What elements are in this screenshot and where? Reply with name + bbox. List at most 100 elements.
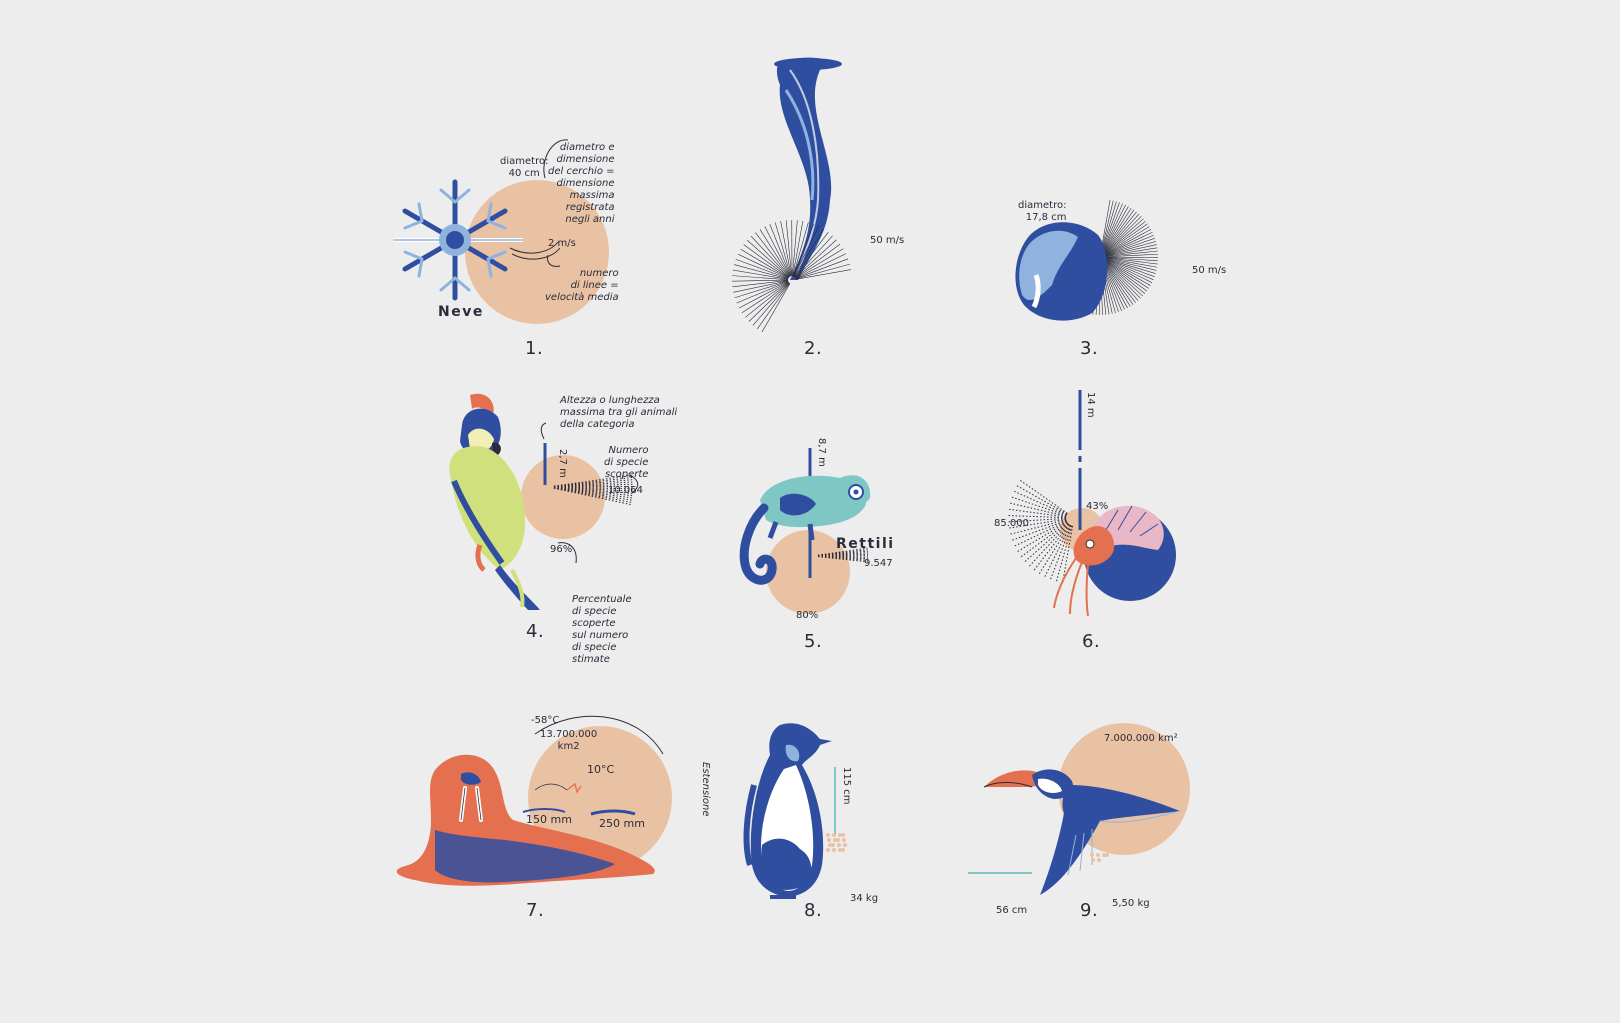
fan-line: [735, 258, 789, 279]
fan-line: [732, 280, 789, 288]
fan-line: [1104, 216, 1142, 254]
fan-line: [1103, 261, 1136, 303]
toucan-art: [968, 723, 1190, 895]
reptiles-species-lines: [817, 547, 869, 563]
fan-line: [1049, 525, 1072, 580]
weight-dot: [826, 848, 830, 852]
panel-toucan: 7.000.000 km² 56 cm 5,50 kg 9.: [968, 723, 1260, 1015]
fan-line: [736, 281, 789, 304]
fan-line: [1104, 226, 1150, 255]
polar-area-label: 13.700.000 km2: [540, 729, 598, 752]
snowflake-icon: [393, 179, 523, 301]
birds-species-label: 10.064: [608, 485, 643, 496]
fan-line: [741, 281, 789, 314]
fan-line: [1033, 524, 1070, 571]
fan-line: [1103, 209, 1135, 253]
fan-line: [794, 232, 829, 277]
penguin-height-label: 115 cm: [841, 767, 852, 805]
fan-line: [795, 253, 847, 279]
reptiles-title: Rettili: [836, 536, 895, 552]
polar-art: [396, 715, 672, 886]
fan-line: [1062, 525, 1074, 584]
fan-line: [1102, 203, 1123, 252]
fan-line: [734, 280, 789, 299]
birds-percent-label: 96%: [550, 544, 573, 555]
molluscs-art: [1008, 390, 1176, 617]
fan-line: [1105, 253, 1158, 258]
fan-line: [785, 220, 792, 277]
penguin-weight-dots: [826, 833, 847, 852]
fan-line: [1105, 244, 1157, 257]
fan-line: [817, 556, 868, 563]
polar-rain-min: 150 mm: [526, 813, 572, 826]
weight-dot: [837, 843, 841, 847]
molluscs-percent-label: 43%: [1086, 501, 1109, 512]
fan-line: [1104, 260, 1146, 294]
panel-molluscs: 14 m 43% 85.000 6.: [990, 390, 1270, 680]
fan-line: [1105, 257, 1158, 268]
weight-dot: [1091, 858, 1095, 862]
birds-height-label: 2,7 m: [557, 449, 568, 478]
weight-dot: [843, 843, 847, 847]
fan-line: [553, 474, 634, 487]
hail-speed-label: 50 m/s: [1192, 265, 1227, 276]
weight-dot: [836, 838, 840, 842]
fan-line: [1102, 206, 1129, 252]
tornado-speed-label: 50 m/s: [870, 235, 905, 246]
hail-diameter-label: diametro: 17,8 cm: [1018, 200, 1067, 223]
panel-number-6: 6.: [1082, 631, 1101, 652]
chameleon-icon: [739, 475, 871, 585]
weight-dot: [832, 848, 836, 852]
walrus-icon: [396, 754, 655, 886]
weight-dot: [828, 843, 832, 847]
fan-line: [1013, 490, 1067, 516]
birds-percent-note: Percentuale di specie scoperte sul numer…: [572, 594, 632, 665]
fan-line: [793, 223, 814, 277]
fan-line: [1104, 218, 1144, 254]
fan-line: [1101, 201, 1117, 252]
panel-number-7: 7.: [526, 900, 545, 921]
fan-line: [553, 486, 634, 492]
fan-line: [1103, 211, 1137, 253]
fan-line: [1104, 259, 1149, 289]
fan-line: [1105, 258, 1157, 271]
weight-dot: [838, 848, 842, 852]
toucan-weight-dots: [1090, 853, 1109, 862]
panel-number-8: 8.: [804, 900, 823, 921]
weight-dot: [831, 843, 835, 847]
weight-dot: [1105, 853, 1109, 857]
reptiles-percent-label: 80%: [796, 610, 819, 621]
penguin-weight-label: 34 kg: [850, 893, 879, 904]
panel-birds: Altezza o lunghezza massima tra gli anim…: [440, 393, 720, 685]
snow-diameter-label: diametro: 40 cm: [500, 156, 549, 179]
fan-line: [1103, 261, 1139, 301]
fan-line: [1104, 260, 1148, 292]
panel-number-3: 3.: [1080, 338, 1099, 359]
weight-dot: [827, 838, 831, 842]
fan-line: [737, 253, 789, 279]
birds-art: [449, 393, 639, 610]
fan-line: [1019, 479, 1068, 514]
fan-line: [1105, 250, 1158, 257]
fan-line: [795, 258, 849, 279]
fan-line: [1103, 261, 1134, 305]
fan-line: [1105, 247, 1158, 257]
snow-lines-note: numero di linee = velocità media: [545, 268, 619, 303]
panel-number-9: 9.: [1080, 900, 1099, 921]
fan-line: [740, 248, 789, 279]
fan-line: [1105, 258, 1155, 277]
fan-line: [795, 248, 844, 279]
fan-line: [1100, 199, 1111, 252]
fan-line: [738, 281, 789, 309]
fan-line: [1105, 238, 1155, 256]
fan-line: [732, 275, 789, 281]
molluscs-height-label: 14 m: [1085, 392, 1096, 418]
fan-line: [553, 486, 634, 490]
polar-rain-max: 250 mm: [599, 817, 645, 830]
toucan-length-label: 56 cm: [996, 905, 1028, 916]
fan-line: [757, 283, 790, 330]
tornado-speed-lines: [732, 219, 852, 333]
fan-line: [1105, 257, 1158, 265]
fan-line: [780, 221, 792, 277]
fan-line: [732, 279, 789, 282]
